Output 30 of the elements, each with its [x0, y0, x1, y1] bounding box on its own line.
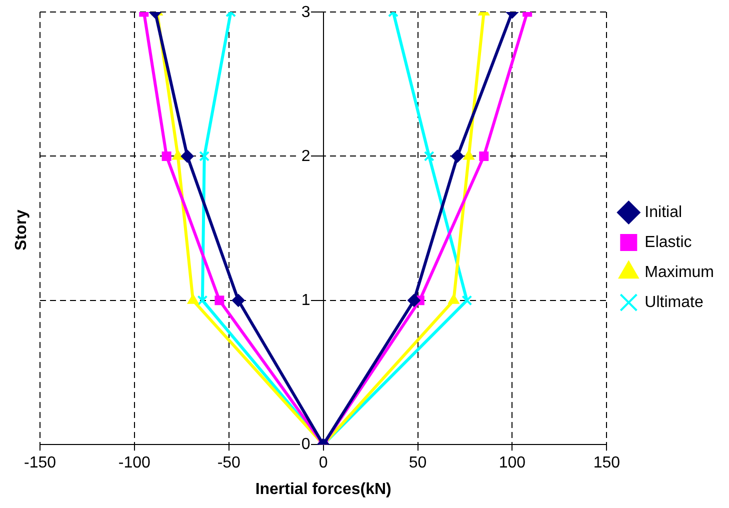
point — [187, 294, 199, 304]
y-axis-title: Story — [12, 210, 31, 250]
point — [424, 150, 434, 162]
x-tick-label: 50 — [408, 454, 427, 472]
point — [448, 294, 460, 304]
y-tick-label: 1 — [300, 292, 312, 309]
legend-label: Ultimate — [644, 294, 704, 311]
x-tick-label: -150 — [24, 454, 56, 472]
x-tick-label: 150 — [593, 454, 620, 472]
legend-label: Elastic — [644, 234, 692, 251]
point — [162, 151, 172, 161]
y-tick-label: 2 — [300, 148, 312, 165]
x-tick-label: 100 — [498, 454, 526, 472]
point — [197, 295, 208, 306]
y-tick-label: 3 — [300, 4, 312, 20]
x-axis-title: Inertial forces(kN) — [255, 480, 392, 498]
legend-label: Maximum — [644, 264, 714, 281]
point — [408, 294, 420, 307]
point — [180, 150, 194, 163]
point — [450, 150, 464, 163]
x-tick-label: -100 — [118, 454, 151, 472]
point — [462, 295, 472, 306]
y-tick-label: 0 — [300, 436, 312, 454]
point — [479, 151, 489, 161]
point — [214, 296, 224, 306]
x-tick-label: -50 — [217, 454, 241, 472]
x-tick-label: 0 — [318, 454, 328, 472]
legend-label: Initial — [644, 204, 682, 221]
point — [199, 150, 210, 162]
point — [232, 294, 245, 307]
